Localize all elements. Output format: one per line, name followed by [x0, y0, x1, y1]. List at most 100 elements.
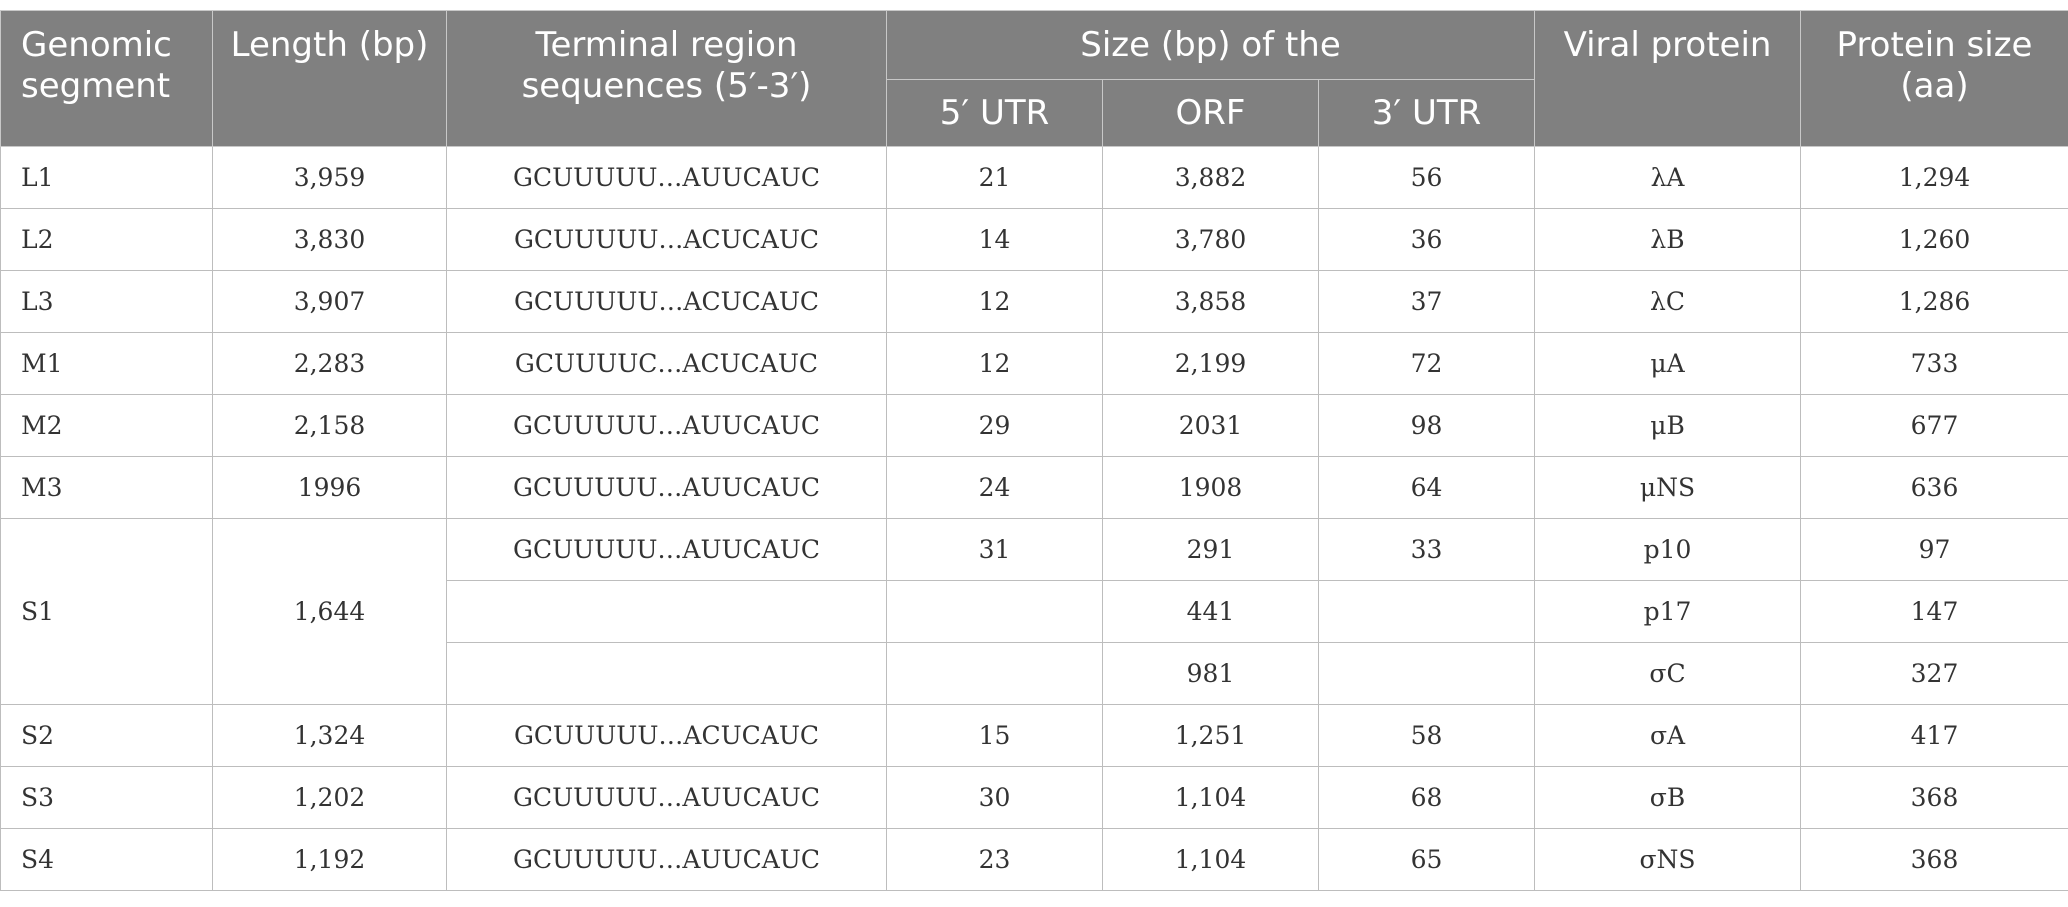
cell-segment: S1 — [0, 518, 213, 705]
cell-protein-size: 368 — [1800, 766, 2068, 829]
cell-protein: μB — [1534, 394, 1802, 457]
cell-protein-size: 368 — [1800, 828, 2068, 891]
cell-5utr: 29 — [886, 394, 1103, 457]
cell-segment: L1 — [0, 146, 213, 209]
cell-segment: S4 — [0, 828, 213, 891]
cell-length: 3,830 — [212, 208, 447, 271]
cell-protein: p10 — [1534, 518, 1802, 581]
cell-protein-size: 417 — [1800, 704, 2068, 767]
cell-5utr: 31 — [886, 518, 1103, 581]
cell-orf: 2,199 — [1102, 332, 1319, 395]
cell-protein: σNS — [1534, 828, 1802, 891]
header-protein-size: Protein size (aa) — [1800, 10, 2068, 147]
cell-orf: 441 — [1102, 580, 1319, 643]
cell-protein-size: 97 — [1800, 518, 2068, 581]
cell-terminal: GCUUUUU…ACUCAUC — [446, 208, 887, 271]
cell-3utr: 98 — [1317, 394, 1536, 457]
cell-protein-size: 327 — [1800, 642, 2068, 705]
table-row-s1: S1 1,644 GCUUUUU…AUUCAUC 31 291 33 p10 9… — [0, 518, 2068, 705]
table-body: L1 3,959 GCUUUUU…AUUCAUC 21 3,882 56 λA … — [0, 146, 2068, 891]
cell-5utr: 12 — [886, 270, 1103, 333]
cell-5utr — [886, 580, 1103, 643]
cell-protein-size: 147 — [1800, 580, 2068, 643]
cell-segment: S2 — [0, 704, 213, 767]
cell-orf: 1,251 — [1102, 704, 1319, 767]
cell-protein-size: 1,286 — [1800, 270, 2068, 333]
cell-protein: σB — [1534, 766, 1802, 829]
cell-protein-size: 733 — [1800, 332, 2068, 395]
header-5utr: 5′ UTR — [886, 79, 1103, 147]
cell-3utr: 56 — [1317, 146, 1536, 209]
cell-3utr: 64 — [1317, 456, 1536, 519]
cell-orf: 2031 — [1102, 394, 1319, 457]
cell-3utr — [1317, 580, 1536, 643]
cell-protein: λB — [1534, 208, 1802, 271]
cell-terminal: GCUUUUU…AUUCAUC — [446, 146, 887, 209]
header-size-group: Size (bp) of the — [885, 10, 1536, 80]
cell-orf: 981 — [1102, 642, 1319, 705]
table-row: L1 3,959 GCUUUUU…AUUCAUC 21 3,882 56 λA … — [0, 146, 2068, 209]
table-row: S2 1,324 GCUUUUU…ACUCAUC 15 1,251 58 σA … — [0, 704, 2068, 767]
cell-length: 2,158 — [212, 394, 447, 457]
cell-protein: λC — [1534, 270, 1802, 333]
table-row: S4 1,192 GCUUUUU…AUUCAUC 23 1,104 65 σNS… — [0, 828, 2068, 891]
header-length: Length (bp) — [212, 10, 447, 147]
cell-segment: L2 — [0, 208, 213, 271]
cell-3utr: 36 — [1317, 208, 1536, 271]
cell-segment: M1 — [0, 332, 213, 395]
cell-3utr: 68 — [1317, 766, 1536, 829]
cell-terminal: GCUUUUU…AUUCAUC — [446, 518, 887, 581]
table-row-s1-sub: 981 σC 327 — [1, 642, 2068, 705]
cell-segment: M3 — [0, 456, 213, 519]
genome-table-wrapper: Genomic segment Length (bp) Terminal reg… — [0, 10, 2068, 891]
cell-3utr: 65 — [1317, 828, 1536, 891]
table-row: L2 3,830 GCUUUUU…ACUCAUC 14 3,780 36 λB … — [0, 208, 2068, 271]
cell-5utr: 30 — [886, 766, 1103, 829]
cell-orf: 1,104 — [1102, 828, 1319, 891]
cell-terminal: GCUUUUC…ACUCAUC — [446, 332, 887, 395]
cell-orf: 1,104 — [1102, 766, 1319, 829]
cell-3utr: 33 — [1317, 518, 1536, 581]
cell-3utr — [1317, 642, 1536, 705]
cell-length: 2,283 — [212, 332, 447, 395]
cell-protein: p17 — [1534, 580, 1802, 643]
cell-segment: L3 — [0, 270, 213, 333]
table-row: S3 1,202 GCUUUUU…AUUCAUC 30 1,104 68 σB … — [0, 766, 2068, 829]
cell-length: 3,907 — [212, 270, 447, 333]
cell-3utr: 58 — [1317, 704, 1536, 767]
header-viral-protein: Viral protein — [1534, 10, 1802, 147]
cell-protein: λA — [1534, 146, 1802, 209]
cell-orf: 291 — [1102, 518, 1319, 581]
cell-terminal: GCUUUUU…ACUCAUC — [446, 704, 887, 767]
cell-orf: 1908 — [1102, 456, 1319, 519]
cell-terminal — [446, 642, 887, 705]
cell-length: 1,324 — [212, 704, 447, 767]
cell-terminal: GCUUUUU…ACUCAUC — [446, 270, 887, 333]
cell-5utr — [886, 642, 1103, 705]
table-row: L3 3,907 GCUUUUU…ACUCAUC 12 3,858 37 λC … — [0, 270, 2068, 333]
table-row: M2 2,158 GCUUUUU…AUUCAUC 29 2031 98 μB 6… — [0, 394, 2068, 457]
cell-5utr: 24 — [886, 456, 1103, 519]
cell-orf: 3,780 — [1102, 208, 1319, 271]
header-genomic-segment: Genomic segment — [0, 10, 213, 147]
cell-3utr: 37 — [1317, 270, 1536, 333]
cell-5utr: 12 — [886, 332, 1103, 395]
cell-terminal — [446, 580, 887, 643]
cell-length: 1996 — [212, 456, 447, 519]
table-row: M1 2,283 GCUUUUC…ACUCAUC 12 2,199 72 μA … — [0, 332, 2068, 395]
cell-terminal: GCUUUUU…AUUCAUC — [446, 766, 887, 829]
cell-5utr: 21 — [886, 146, 1103, 209]
cell-protein: σC — [1534, 642, 1802, 705]
cell-orf: 3,858 — [1102, 270, 1319, 333]
header-orf: ORF — [1102, 79, 1319, 147]
cell-length: 1,192 — [212, 828, 447, 891]
table-header: Genomic segment Length (bp) Terminal reg… — [0, 10, 2068, 147]
cell-protein-size: 1,260 — [1800, 208, 2068, 271]
cell-protein: μNS — [1534, 456, 1802, 519]
cell-protein-size: 677 — [1800, 394, 2068, 457]
cell-5utr: 14 — [886, 208, 1103, 271]
cell-length: 1,644 — [212, 518, 447, 705]
cell-terminal: GCUUUUU…AUUCAUC — [446, 394, 887, 457]
table-row: M3 1996 GCUUUUU…AUUCAUC 24 1908 64 μNS 6… — [0, 456, 2068, 519]
cell-5utr: 23 — [886, 828, 1103, 891]
